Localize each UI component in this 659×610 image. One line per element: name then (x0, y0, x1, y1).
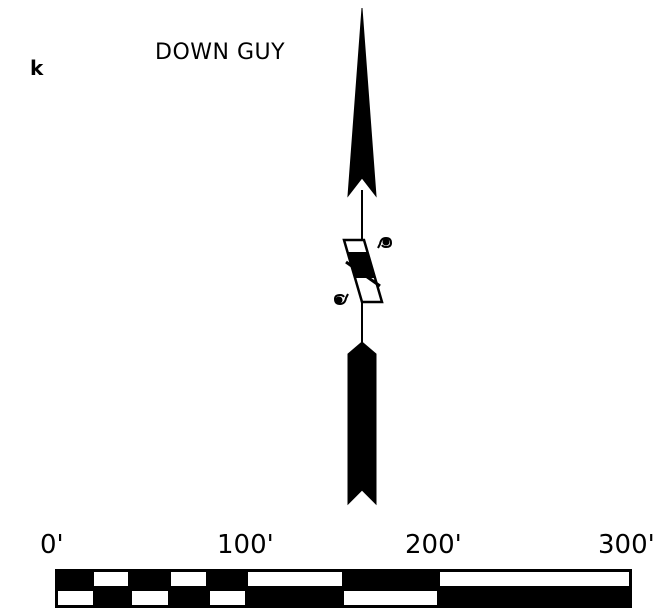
scale-tick-label: 100' (217, 530, 274, 560)
diagram-title: DOWN GUY (155, 40, 286, 65)
arrowhead-icon (347, 7, 377, 198)
scale-bar-cell (58, 591, 93, 605)
scale-bar-cell (440, 572, 629, 586)
scale-bar-cell (171, 572, 206, 586)
scale-bar-cell (248, 572, 342, 586)
corner-mark: k (30, 56, 44, 80)
scale-bar-cell (210, 591, 245, 605)
scale-tick-label: 200' (405, 530, 462, 560)
scale-tick-label: 300' (598, 530, 655, 560)
scale-bar-cell (344, 591, 437, 605)
line-break-icon (333, 236, 393, 306)
scale-bar-cell (132, 591, 168, 605)
fletching-icon (347, 341, 377, 506)
scale-tick-label: 0' (40, 530, 64, 560)
scale-bar-cell (94, 572, 128, 586)
